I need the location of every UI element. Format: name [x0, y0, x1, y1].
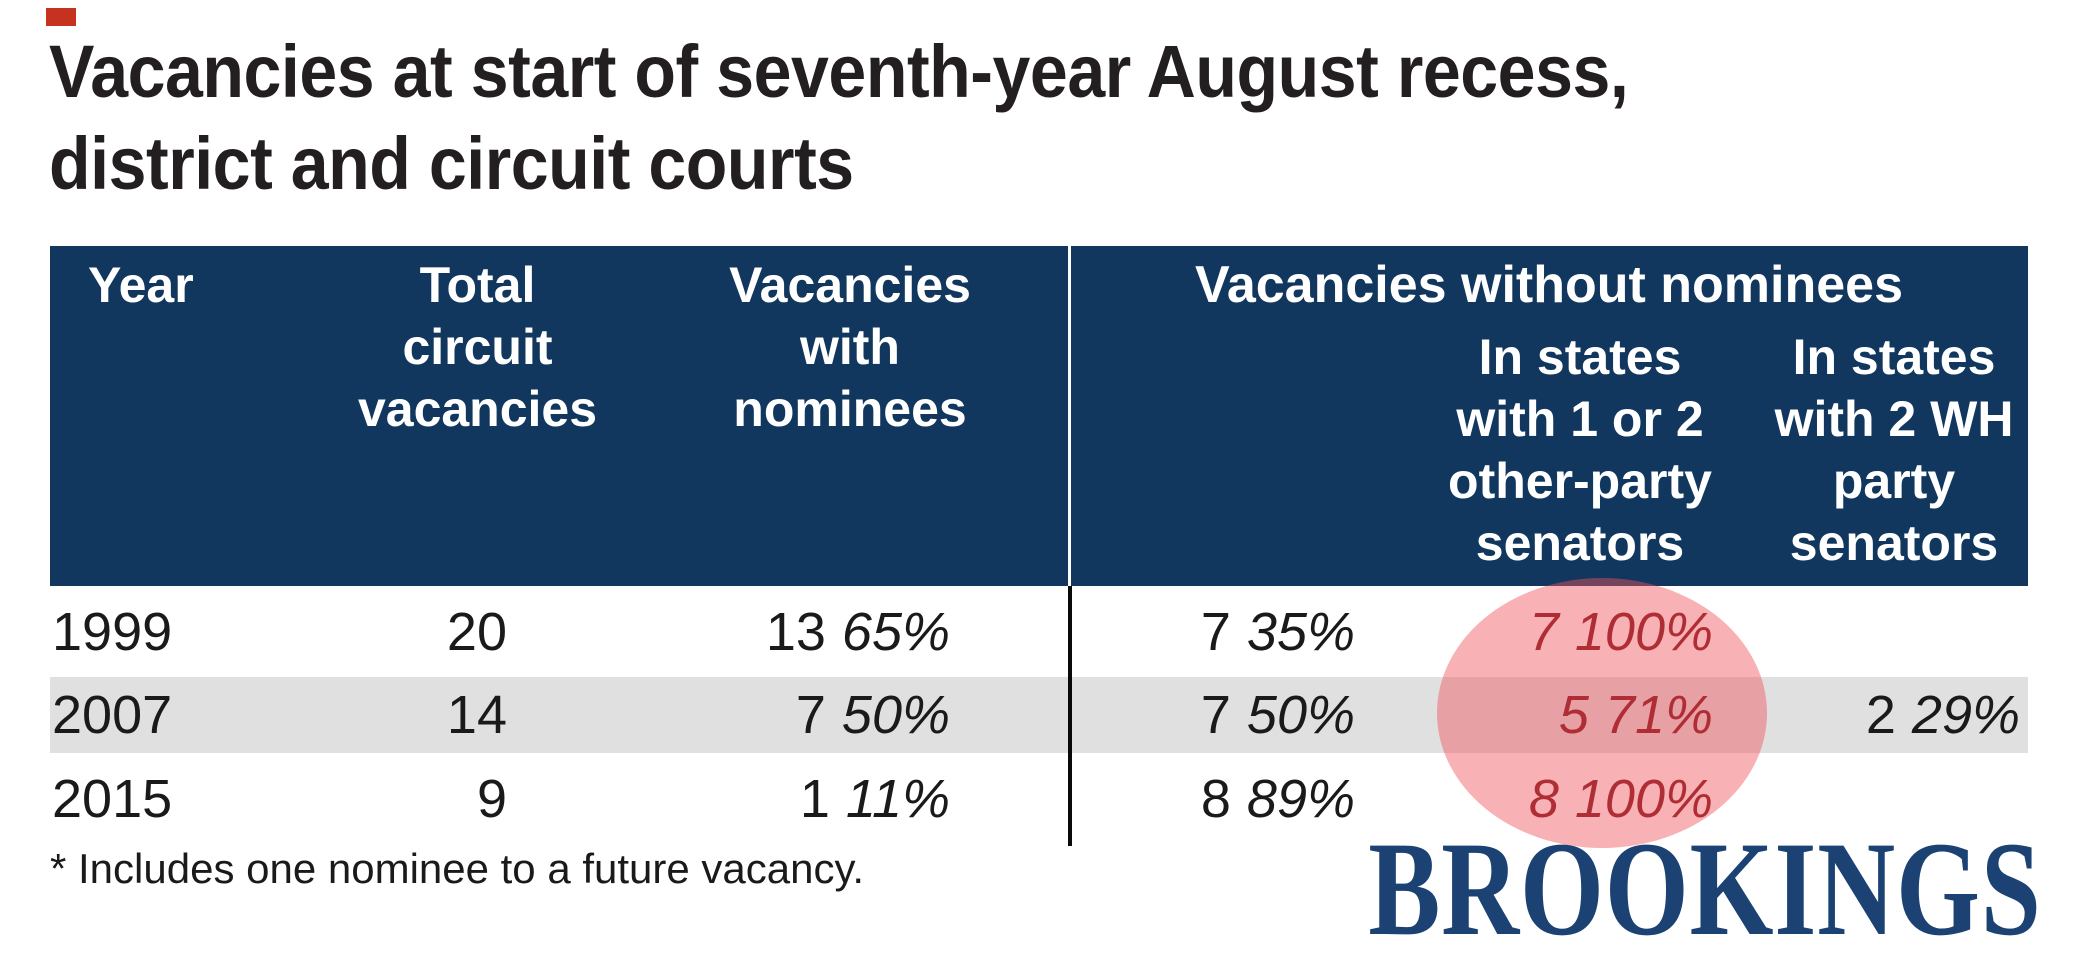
- page-title-line2: district and circuit courts: [49, 122, 854, 205]
- cell-total: 9: [476, 769, 507, 829]
- cell-other-party: 8 100%: [1528, 769, 1713, 829]
- column-header-year: Year: [88, 257, 194, 313]
- sub-header-row: In states with 1 or 2 other-party senato…: [1070, 326, 2028, 574]
- cell-other-party: 7 100%: [1528, 601, 1713, 662]
- cell-other-party: 5 71%: [1558, 685, 1713, 745]
- group-header-label: Vacancies without nominees: [1195, 256, 1903, 314]
- vacancies-table: Year Total circuit vacancies Vacancies w…: [50, 246, 2028, 845]
- header-column-divider: [1068, 246, 1071, 586]
- cell-year: 2007: [52, 685, 173, 745]
- footnote: * Includes one nominee to a future vacan…: [50, 845, 865, 892]
- cell-without-nominees: 7 35%: [1200, 601, 1355, 662]
- brookings-logo: BROOKINGS: [1368, 815, 2042, 964]
- column-header-wh-party-senators: In states with 2 WH party senators: [1774, 329, 2014, 571]
- red-corner-marker: [46, 8, 76, 26]
- table-row-2007: 2007 14 7 50% 7 50% 5 71% 2 29%: [50, 677, 2028, 753]
- cell-total: 20: [446, 601, 507, 662]
- table-row-1999: 1999 20 13 65% 7 35% 7 100%: [50, 586, 2028, 677]
- page-title: Vacancies at start of seventh-year Augus…: [49, 26, 1797, 210]
- column-header-total-circuit-vacancies: Total circuit vacancies: [357, 257, 598, 437]
- cell-with-nominees: 13 65%: [765, 601, 950, 662]
- cell-without-nominees: 7 50%: [1200, 685, 1355, 745]
- cell-year: 2015: [52, 769, 173, 829]
- body-column-divider: [1068, 586, 1072, 846]
- cell-wh-party: [1760, 586, 2028, 677]
- cell-wh-party: 2 29%: [1865, 685, 2020, 745]
- column-header-vacancies-with-nominees: Vacancies with nominees: [729, 257, 971, 437]
- cell-total: 14: [446, 685, 507, 745]
- cell-without-nominees: 8 89%: [1200, 769, 1355, 829]
- table-row-2015: 2015 9 1 11% 8 89% 8 100%: [50, 753, 2028, 845]
- column-header-other-party-senators: In states with 1 or 2 other-party senato…: [1448, 329, 1712, 571]
- table-header-row: Year Total circuit vacancies Vacancies w…: [50, 246, 2028, 586]
- page-title-line1: Vacancies at start of seventh-year Augus…: [49, 30, 1629, 113]
- cell-with-nominees: 1 11%: [799, 769, 950, 829]
- cell-year: 1999: [52, 601, 173, 662]
- column-group-vacancies-without-nominees: Vacancies without nominees In states wit…: [1070, 254, 2028, 586]
- sub-header-spacer: [1070, 326, 1400, 574]
- cell-with-nominees: 7 50%: [795, 685, 950, 745]
